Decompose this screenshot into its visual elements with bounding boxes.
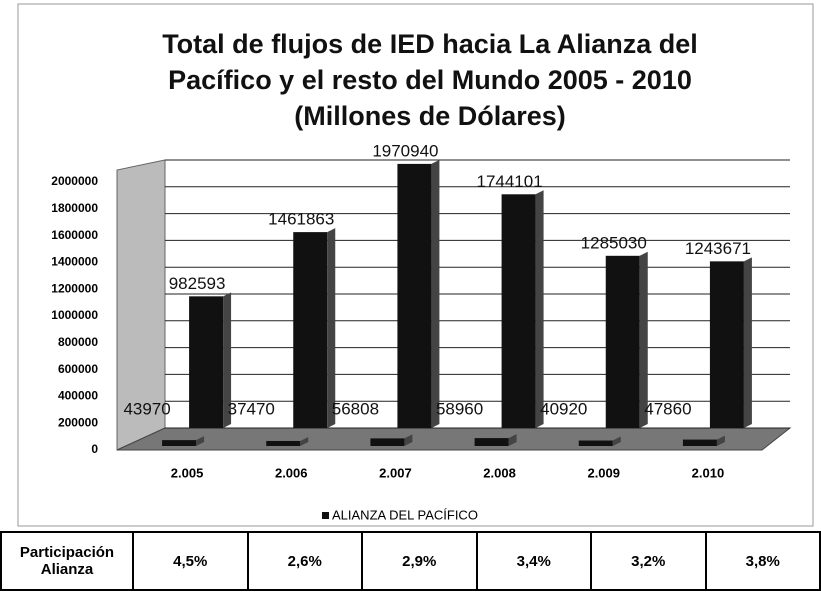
- y-tick-label: 0: [91, 442, 98, 456]
- data-label: 1285030: [581, 233, 647, 252]
- data-label: 1970940: [372, 141, 438, 160]
- bar: [293, 232, 328, 428]
- y-tick-label: 800000: [58, 335, 98, 349]
- bar: [370, 438, 405, 446]
- bar: [501, 194, 536, 428]
- legend-swatch: [322, 512, 329, 519]
- bar-side: [196, 436, 205, 446]
- chart: Total de flujos de IED hacia La Alianza …: [17, 3, 814, 527]
- data-label: 56808: [332, 399, 379, 418]
- bar: [682, 439, 717, 446]
- table-cell: 2,9%: [361, 531, 478, 591]
- bar-side: [431, 159, 440, 428]
- bar: [162, 440, 197, 446]
- data-label: 1243671: [685, 239, 751, 258]
- bar-side: [639, 251, 648, 428]
- bar-side: [743, 257, 752, 428]
- x-tick-label: 2.006: [275, 465, 308, 480]
- bar-side: [535, 190, 544, 428]
- y-tick-label: 600000: [58, 362, 98, 376]
- data-label: 37470: [228, 399, 275, 418]
- y-tick-label: 1600000: [51, 228, 98, 242]
- bar: [474, 438, 509, 446]
- y-tick-label: 2000000: [51, 174, 98, 188]
- data-label: 58960: [436, 399, 483, 418]
- bar-side: [327, 228, 336, 428]
- table-cell: 3,2%: [590, 531, 707, 591]
- bar: [709, 261, 744, 428]
- bar: [189, 296, 224, 428]
- legend-label: ALIANZA DEL PACÍFICO: [332, 507, 478, 522]
- data-label: 47860: [644, 399, 691, 418]
- bar: [605, 255, 640, 428]
- y-tick-label: 1200000: [51, 281, 98, 295]
- floor: [116, 427, 792, 451]
- chart-title: (Millones de Dólares): [294, 101, 566, 131]
- data-label: 40920: [540, 399, 587, 418]
- y-tick-label: 1400000: [51, 255, 98, 269]
- bar: [578, 440, 613, 446]
- x-tick-label: 2.007: [379, 465, 412, 480]
- y-tick-label: 1000000: [51, 308, 98, 322]
- y-tick-label: 200000: [58, 415, 98, 429]
- bar-side: [612, 436, 621, 446]
- bar: [266, 440, 301, 446]
- x-tick-label: 2.005: [171, 465, 204, 480]
- table-cell: 3,4%: [475, 531, 592, 591]
- bar-side: [404, 434, 413, 446]
- data-label: 1461863: [268, 210, 334, 229]
- table-cell: 3,8%: [704, 531, 821, 591]
- y-tick-label: 1800000: [51, 201, 98, 215]
- y-tick-label: 400000: [58, 389, 98, 403]
- x-tick-label: 2.009: [587, 465, 620, 480]
- x-tick-label: 2.008: [483, 465, 516, 480]
- bar-side: [716, 435, 725, 446]
- chart-title: Total de flujos de IED hacia La Alianza …: [162, 29, 698, 59]
- data-label: 1744101: [476, 172, 542, 191]
- data-label: 43970: [123, 399, 170, 418]
- x-tick-label: 2.010: [692, 465, 725, 480]
- table-cell: Participación Alianza: [0, 531, 134, 591]
- table-cell: 2,6%: [246, 531, 363, 591]
- data-label: 982593: [169, 274, 226, 293]
- bar-side: [300, 436, 309, 446]
- bar-side: [508, 434, 517, 446]
- share-table: Participación Alianza 4,5% 2,6% 2,9% 3,4% 3,2…: [0, 531, 821, 591]
- table-cell: 4,5%: [132, 531, 249, 591]
- bar-side: [223, 292, 232, 428]
- chart-title: Pacífico y el resto del Mundo 2005 - 201…: [168, 65, 692, 95]
- bar: [397, 163, 432, 428]
